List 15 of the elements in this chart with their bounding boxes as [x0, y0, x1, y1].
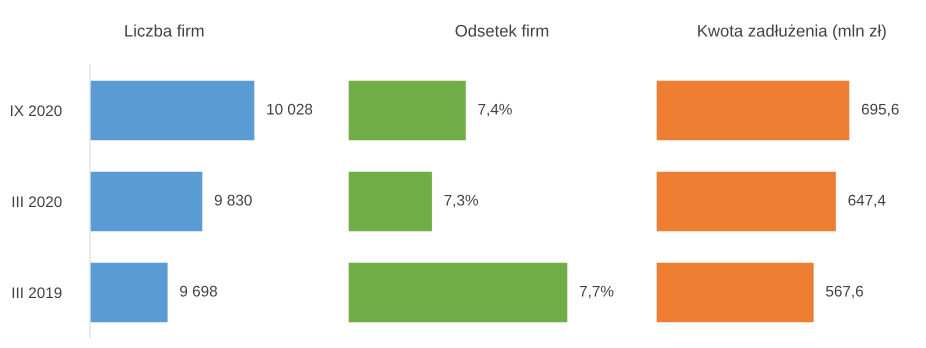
y-tick-label: III 2020: [12, 196, 62, 208]
data-label: 695,6: [862, 104, 899, 116]
chart-title: Liczba firm: [125, 24, 204, 37]
chart-title: Odsetek firm: [456, 24, 548, 37]
data-label: 9 830: [214, 194, 252, 206]
data-label: 7,7%: [580, 286, 614, 298]
y-tick-label: III 2019: [12, 287, 62, 298]
y-tick-label: IX 2020: [10, 105, 62, 116]
chart-title: Kwota zadłużenia (mln zł): [698, 24, 886, 40]
data-label: 9 698: [180, 286, 217, 297]
data-label: 7,3%: [444, 194, 478, 208]
data-label: 567,6: [826, 286, 863, 298]
data-label: 7,4%: [478, 104, 512, 116]
data-label: 10 028: [267, 104, 312, 115]
data-label: 647,4: [848, 194, 886, 208]
